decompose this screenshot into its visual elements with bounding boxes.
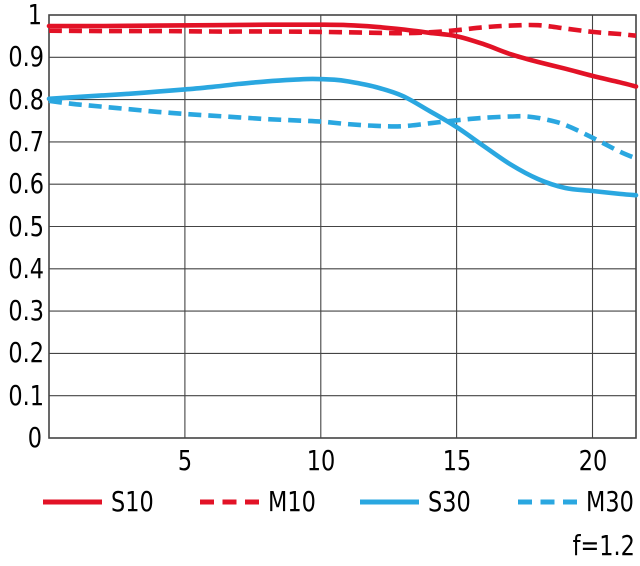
x-tick-label-5: 5 xyxy=(177,444,193,477)
legend-label-s10: S10 xyxy=(111,485,154,518)
legend-item-s30: S30 xyxy=(360,487,481,517)
y-tick-label-0.9: 0.9 xyxy=(8,40,45,73)
legend-item-m10: M10 xyxy=(200,487,328,517)
curve-s10 xyxy=(46,22,639,89)
aperture-label: f=1.2 xyxy=(572,529,635,562)
y-tick-label-0.8: 0.8 xyxy=(8,83,45,116)
plot-border xyxy=(48,14,637,439)
legend-swatch-solid-line xyxy=(43,499,102,505)
y-tick-label-0.7: 0.7 xyxy=(8,125,45,158)
legend-swatch-solid-line xyxy=(360,499,419,505)
y-tick-label-0.1: 0.1 xyxy=(8,379,45,412)
legend-swatch-dashed-line xyxy=(518,499,577,505)
y-tick-label-0.3: 0.3 xyxy=(8,294,45,327)
curve-s30 xyxy=(46,76,639,198)
legend-item-m30: M30 xyxy=(518,487,640,517)
x-tick-label-20: 20 xyxy=(578,444,608,477)
gridlines xyxy=(49,15,636,438)
y-tick-label-0.4: 0.4 xyxy=(8,252,45,285)
legend-swatch-dashed-line xyxy=(200,499,259,505)
legend-label-s30: S30 xyxy=(428,485,471,518)
legend-label-m30: M30 xyxy=(586,485,634,518)
x-tick-label-10: 10 xyxy=(306,444,336,477)
y-tick-label-0.2: 0.2 xyxy=(8,336,45,369)
y-tick-label-1: 1 xyxy=(27,0,42,31)
y-tick-label-0: 0 xyxy=(27,421,42,454)
curve-m10 xyxy=(48,22,637,38)
legend-label-m10: M10 xyxy=(268,485,316,518)
x-tick-label-15: 15 xyxy=(442,444,472,477)
y-tick-label-0.5: 0.5 xyxy=(8,210,45,243)
legend-item-s10: S10 xyxy=(43,487,164,517)
curve-m30 xyxy=(48,98,637,161)
y-tick-label-0.6: 0.6 xyxy=(8,167,45,200)
